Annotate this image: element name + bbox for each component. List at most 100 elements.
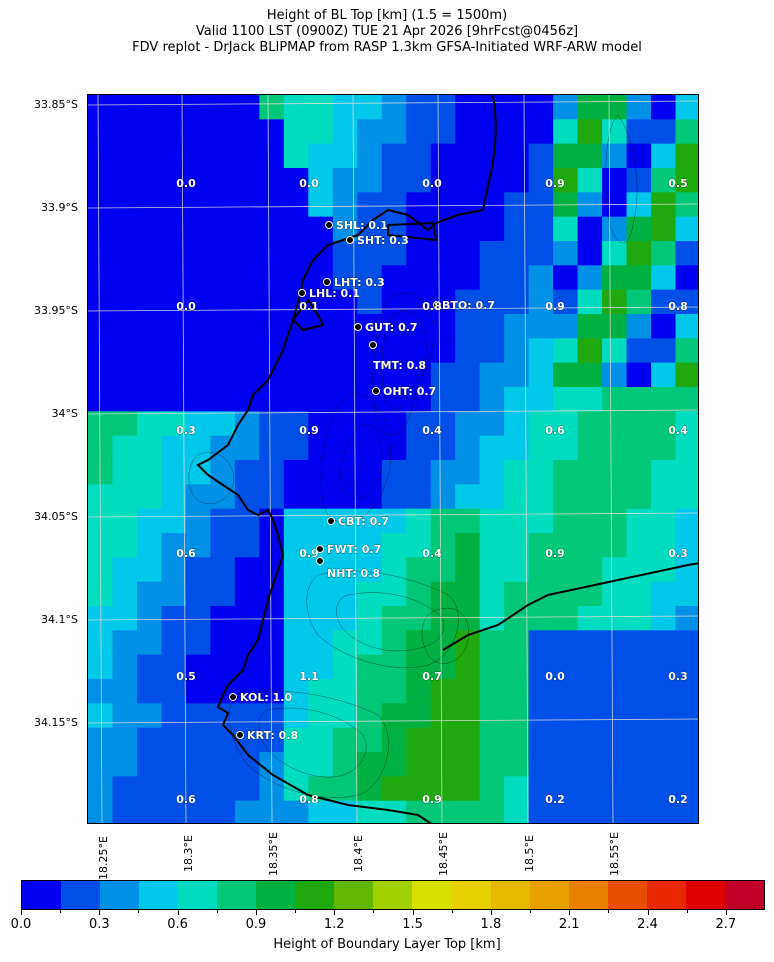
field-cell [602,387,628,412]
field-cell [185,362,211,388]
field-cell [430,630,456,656]
field-cell [430,338,456,364]
station-marker [369,341,377,349]
field-cell [283,484,309,510]
grid-value-label: 0.4 [422,424,442,437]
lon-label: 18.45°E [437,832,450,876]
colorbar-tick-label: 0.6 [167,917,188,932]
field-cell [577,435,603,461]
field-cell [455,679,481,704]
field-cell [479,411,505,437]
field-cell [332,776,358,802]
field-cell [210,484,236,510]
field-cell [455,800,481,823]
field-cell [332,314,358,339]
field-cell [528,800,554,823]
field-cell [577,484,603,510]
field-cell [283,192,309,218]
field-cell [430,241,456,266]
field-cell [430,581,456,607]
field-cell [283,119,309,145]
field-cell [553,727,579,753]
field-cell [136,338,162,364]
field-cell [161,387,187,412]
field-cell [455,460,481,485]
lat-label: 33.85°S [34,98,78,111]
field-cell [651,192,677,218]
field-cell [528,387,554,412]
field-cell [357,557,383,583]
field-cell [553,460,579,485]
field-cell [234,216,260,242]
field-cell [381,435,407,461]
field-cell [185,314,211,339]
field-cell [479,216,505,242]
field-cell [455,338,481,364]
field-cell [651,460,677,485]
bl-top-map[interactable]: SHL: 0.1 SHT: 0.3 LHT: 0.3 LHL: 0.1 BTO: 0.7… [87,94,699,824]
grid-value-label: 0.5 [176,670,196,683]
field-cell [136,119,162,145]
colorbar-tick-label: 1.5 [402,917,423,932]
field-cell [602,289,628,315]
station-label: TMT: 0.8 [373,359,426,372]
field-cell [504,435,530,461]
grid-value-label: 0.0 [545,670,565,683]
field-cell [406,630,432,656]
field-cell [210,606,236,631]
field-cell [602,727,628,753]
field-cell [308,338,334,364]
field-cell [602,679,628,704]
colorbar-swatch [685,881,725,909]
field-cell [553,630,579,656]
field-cell [430,654,456,680]
field-cell [234,606,260,631]
field-cell [112,265,138,291]
field-cell [210,119,236,145]
field-cell [626,557,652,583]
field-cell [577,679,603,704]
station-marker [346,236,354,244]
colorbar-tick-label: 2.7 [715,917,737,932]
field-cell [88,265,113,291]
field-cell [112,460,138,485]
station-marker [316,557,324,565]
colorbar-tick [725,910,727,915]
field-cell [504,95,530,120]
field-cell [210,800,236,823]
field-cell [112,192,138,218]
field-cell [553,435,579,461]
field-cell [357,533,383,558]
field-cell [455,581,481,607]
field-cell [430,119,456,145]
field-cell [357,168,383,193]
field-cell [259,216,285,242]
field-cell [332,95,358,120]
field-cell [357,460,383,485]
field-cell [308,411,334,437]
field-cell [185,654,211,680]
field-cell [675,435,698,461]
field-cell [283,581,309,607]
field-cell [112,314,138,339]
field-cell [528,533,554,558]
field-cell [259,654,285,680]
field-cell [528,168,554,193]
field-cell [675,776,698,802]
field-cell [381,460,407,485]
field-cell [675,95,698,120]
map-title-line3: FDV replot - DrJack BLIPMAP from RASP 1.… [132,40,642,55]
field-cell [112,800,138,823]
station-label: OHT: 0.7 [383,385,436,398]
field-cell [136,265,162,291]
field-cell [479,533,505,558]
field-cell [675,703,698,729]
field-cell [577,387,603,412]
field-cell [161,435,187,461]
field-cell [504,752,530,777]
field-cell [602,95,628,120]
field-cell [626,533,652,558]
field-cell [259,460,285,485]
field-cell [528,95,554,120]
